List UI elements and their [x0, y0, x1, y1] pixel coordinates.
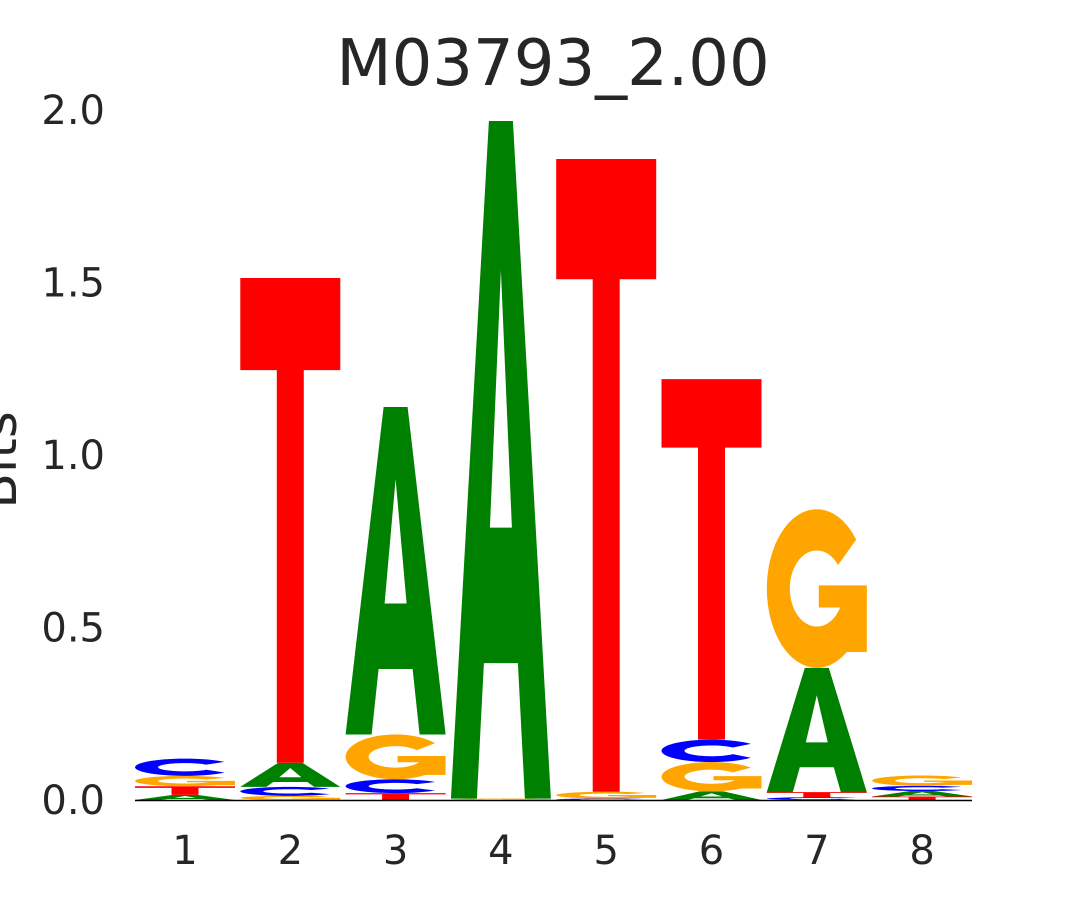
logo-letter-A — [872, 791, 973, 797]
letter-shape-G — [502, 799, 551, 800]
letter-shape-G — [713, 776, 762, 789]
logo-letter-T — [872, 796, 973, 800]
letter-shape-G — [397, 755, 446, 775]
x-axis-ticks: 1 2 3 4 5 6 7 8 — [172, 828, 935, 874]
logo-stacks — [135, 121, 973, 800]
logo-letter-T — [345, 793, 446, 800]
logo-letter-C — [135, 758, 225, 776]
y-axis-label: Bits — [0, 411, 29, 509]
letter-shape-G — [924, 780, 973, 785]
letter-shape-G — [766, 509, 867, 668]
x-tick-label: 6 — [699, 828, 724, 874]
logo-letter-C — [345, 779, 435, 794]
letter-shape-C — [661, 739, 751, 763]
logo-letter-G — [872, 775, 973, 786]
logo-letter-T — [556, 158, 657, 792]
x-tick-label: 2 — [278, 828, 303, 874]
chart-title: M03793_2.00 — [336, 27, 769, 101]
letter-shape-G — [661, 762, 762, 792]
logo-letter-A — [240, 762, 341, 787]
letter-shape-G — [608, 795, 657, 798]
letter-shape-A — [766, 667, 867, 793]
logo-letter-T — [240, 278, 341, 763]
logo-letter-G — [240, 795, 341, 800]
letter-shape-G — [818, 585, 867, 652]
logo-column-8 — [872, 775, 973, 800]
logo-letter-G — [766, 509, 867, 668]
logo-letter-G — [345, 734, 446, 780]
y-tick-label: 1.5 — [41, 261, 105, 307]
logo-letter-A — [135, 794, 235, 800]
x-tick-label: 7 — [804, 828, 829, 874]
logo-letter-A — [766, 667, 867, 793]
y-tick-label: 2.0 — [41, 88, 105, 134]
letter-shape-G — [872, 775, 973, 786]
logo-column-2 — [240, 278, 341, 800]
letter-shape-C — [872, 785, 962, 792]
letter-shape-A — [240, 762, 341, 787]
logo-letter-A — [345, 407, 446, 735]
logo-letter-G — [661, 762, 762, 792]
x-tick-label: 4 — [488, 828, 513, 874]
letter-shape-C — [556, 798, 646, 800]
letter-shape-C — [345, 779, 435, 794]
letter-shape-T — [556, 158, 657, 792]
letter-shape-G — [345, 734, 446, 780]
x-tick-label: 5 — [593, 828, 618, 874]
logo-column-5 — [556, 158, 657, 800]
letter-shape-G — [450, 798, 551, 800]
logo-letter-C — [240, 786, 330, 796]
logo-column-4 — [450, 121, 551, 800]
letter-shape-A — [661, 791, 762, 800]
logo-letter-C — [872, 785, 962, 792]
letter-shape-T — [661, 379, 762, 740]
letter-shape-G — [240, 795, 341, 800]
logo-letter-T — [766, 792, 867, 798]
y-tick-label: 0.0 — [41, 778, 105, 824]
letter-shape-G — [135, 775, 235, 787]
letter-shape-C — [135, 758, 225, 776]
logo-letter-A — [450, 121, 551, 799]
letter-shape-A — [345, 407, 446, 735]
y-tick-label: 1.0 — [41, 433, 105, 479]
y-axis-ticks: 0.0 0.5 1.0 1.5 2.0 — [41, 88, 105, 824]
letter-shape-C — [766, 797, 857, 800]
x-tick-label: 1 — [172, 828, 197, 874]
logo-column-6 — [661, 379, 762, 800]
letter-shape-T — [872, 796, 973, 800]
logo-letter-C — [556, 798, 646, 800]
logo-column-1 — [135, 758, 235, 800]
logo-letter-G — [135, 775, 235, 787]
logo-letter-T — [135, 786, 235, 795]
logo-letter-G — [556, 791, 657, 799]
logo-column-3 — [345, 407, 446, 800]
x-tick-label: 8 — [909, 828, 934, 874]
logo-letter-G — [450, 798, 551, 800]
logo-letter-C — [766, 797, 857, 800]
letter-shape-A — [872, 791, 973, 797]
letter-shape-T — [766, 792, 867, 798]
letter-shape-G — [292, 797, 341, 800]
letter-shape-A — [135, 794, 235, 800]
x-tick-label: 3 — [383, 828, 408, 874]
letter-shape-G — [556, 791, 657, 799]
letter-shape-A — [450, 121, 551, 799]
letter-shape-C — [240, 786, 330, 796]
letter-shape-T — [345, 793, 446, 800]
logo-letter-C — [661, 739, 751, 763]
letter-shape-G — [187, 780, 235, 786]
logo-column-7 — [766, 509, 867, 800]
logo-letter-T — [661, 379, 762, 740]
letter-shape-T — [240, 278, 341, 763]
letter-shape-T — [135, 786, 235, 795]
logo-letter-A — [661, 791, 762, 800]
y-tick-label: 0.5 — [41, 606, 105, 652]
